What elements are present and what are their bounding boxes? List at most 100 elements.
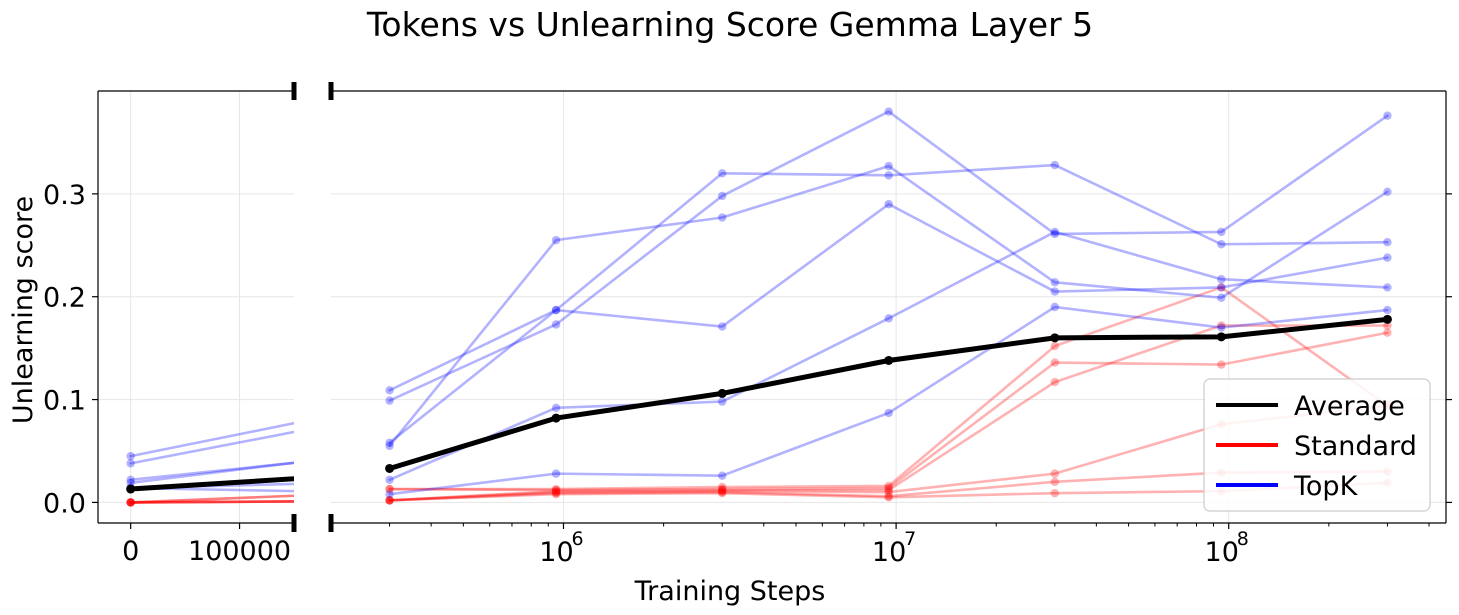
x-tick-exponent: 6 <box>571 528 583 550</box>
standard-point <box>884 492 893 501</box>
topk-point <box>884 408 893 418</box>
standard-point <box>126 498 135 507</box>
standard-line <box>388 286 1389 491</box>
topk-point <box>1217 323 1226 332</box>
topk-point <box>385 386 394 395</box>
topk-series <box>126 461 294 484</box>
topk-point <box>884 161 893 171</box>
standard-point <box>717 488 727 498</box>
standard-point <box>551 484 561 494</box>
topk-point <box>1217 275 1226 284</box>
topk-line <box>129 486 294 493</box>
y-axis-label: Unlearning score <box>8 196 39 424</box>
standard-series <box>126 498 294 507</box>
standard-point <box>551 485 561 495</box>
standard-point <box>717 485 727 495</box>
topk-point <box>1050 302 1060 312</box>
standard-line <box>388 331 1389 492</box>
topk-point <box>551 469 561 478</box>
standard-point <box>884 481 893 491</box>
standard-series <box>385 328 1392 495</box>
topk-point <box>126 451 135 461</box>
standard-point <box>126 498 135 507</box>
average-point <box>1382 314 1392 324</box>
topk-line <box>388 230 1389 482</box>
standard-point <box>1050 488 1060 498</box>
topk-series <box>385 227 1392 484</box>
topk-point <box>717 471 727 480</box>
topk-line <box>129 430 294 465</box>
standard-point <box>1383 321 1392 330</box>
topk-line <box>388 202 1389 445</box>
x-tick-exponent: 8 <box>1237 528 1249 550</box>
x-tick-label: 0 <box>122 536 139 567</box>
standard-series <box>126 494 294 507</box>
topk-point <box>884 107 893 116</box>
topk-point <box>385 475 394 484</box>
topk-point <box>1217 227 1226 237</box>
standard-point <box>884 485 893 495</box>
legend-label: Average <box>1294 391 1405 422</box>
topk-series <box>385 107 1392 405</box>
average-point <box>1050 333 1060 343</box>
standard-point <box>717 484 727 494</box>
right-panel: 106 107 108 <box>330 90 1452 568</box>
standard-point <box>1050 358 1060 367</box>
y-tick-label: 0.1 <box>43 386 86 417</box>
average-point <box>126 484 136 494</box>
x-tick-label: 10 <box>539 537 573 568</box>
topk-point <box>1050 278 1060 287</box>
x-tick-label: 10 <box>872 537 906 568</box>
topk-point <box>1050 227 1060 237</box>
standard-point <box>126 498 135 507</box>
standard-line <box>129 500 294 504</box>
topk-point <box>717 213 727 222</box>
standard-point <box>1217 360 1226 369</box>
topk-point <box>884 314 893 323</box>
topk-point <box>126 459 135 468</box>
topk-point <box>385 396 394 405</box>
topk-point <box>385 438 394 447</box>
topk-point <box>1050 287 1060 296</box>
topk-point <box>717 191 727 201</box>
standard-point <box>1050 477 1060 487</box>
average-series <box>385 314 1392 473</box>
average-line <box>128 476 294 492</box>
standard-series <box>126 498 294 507</box>
standard-point <box>717 487 727 497</box>
topk-point <box>1383 283 1392 292</box>
topk-point <box>1383 111 1392 120</box>
topk-point <box>884 199 893 209</box>
standard-point <box>1050 341 1060 351</box>
standard-point <box>385 484 394 494</box>
standard-line <box>129 494 294 504</box>
legend-label: Standard <box>1294 431 1417 462</box>
topk-series <box>385 161 1392 451</box>
legend: Average Standard TopK <box>1203 378 1431 512</box>
topk-point <box>717 169 727 178</box>
topk-point <box>1050 229 1060 239</box>
topk-point <box>1217 283 1226 292</box>
topk-line <box>388 164 1389 448</box>
topk-series <box>385 302 1392 499</box>
topk-point <box>1383 238 1392 247</box>
topk-line <box>388 163 1389 392</box>
y-tick-label: 0.0 <box>43 488 86 519</box>
standard-point <box>551 488 561 498</box>
left-panel: 0 100000 0.0 0.1 0.2 0.3 <box>43 82 334 567</box>
topk-point <box>1217 240 1226 249</box>
standard-point <box>1217 321 1226 330</box>
topk-series <box>126 430 294 468</box>
topk-point <box>717 322 727 331</box>
topk-line <box>129 421 294 458</box>
standard-point <box>551 486 561 496</box>
standard-point <box>385 496 394 505</box>
standard-point <box>385 496 394 505</box>
standard-series <box>126 498 294 507</box>
standard-line <box>388 324 1389 502</box>
topk-point <box>1383 187 1392 196</box>
standard-point <box>884 493 893 502</box>
topk-point <box>551 235 561 245</box>
topk-point <box>1383 305 1392 315</box>
